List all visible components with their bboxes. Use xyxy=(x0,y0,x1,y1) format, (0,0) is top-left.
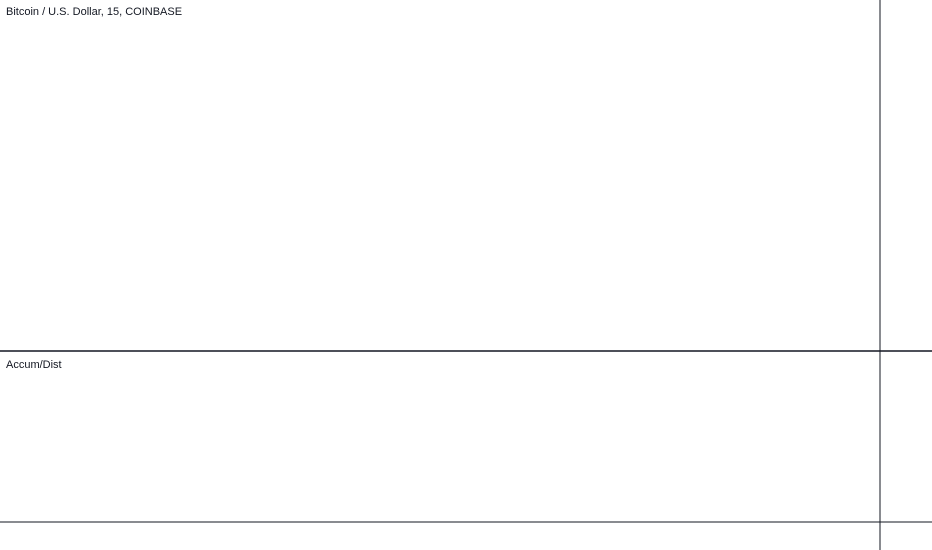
indicator-title: Accum/Dist xyxy=(6,359,62,371)
chart-title: Bitcoin / U.S. Dollar, 15, COINBASE xyxy=(6,6,182,18)
